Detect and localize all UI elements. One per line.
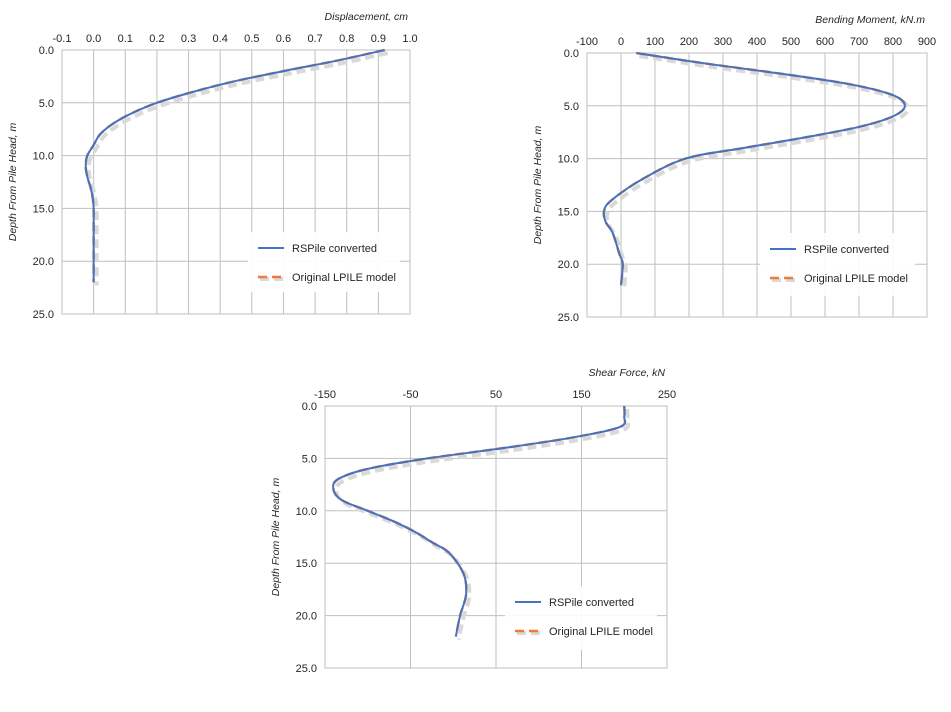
series-line-rspile bbox=[332, 405, 627, 637]
x-tick-label: 0 bbox=[618, 36, 624, 48]
legend: RSPile converted Original LPILE model bbox=[248, 232, 400, 292]
legend-label: Original LPILE model bbox=[549, 626, 653, 638]
y-tick-label: 5.0 bbox=[39, 98, 54, 110]
plot-frame bbox=[61, 49, 411, 315]
shear-chart: -150 -50 50 150 250 0.0 5.0 10.0 15.0 20.0 25.0 She… bbox=[270, 367, 676, 675]
y-tick-label: 20.0 bbox=[33, 256, 54, 268]
legend-label: Original LPILE model bbox=[292, 272, 396, 284]
y-tick-label: 25.0 bbox=[33, 309, 54, 321]
y-tick-label: 20.0 bbox=[296, 611, 317, 623]
moment-chart: -100 0 100 200 300 400 500 600 700 800 900 0.0 5.0 10… bbox=[532, 14, 936, 324]
x-tick-label: 0.8 bbox=[339, 33, 354, 45]
y-tick-label: 0.0 bbox=[302, 401, 317, 413]
x-tick-label: 400 bbox=[748, 36, 766, 48]
x-tick-label: 0.6 bbox=[276, 33, 291, 45]
series-shadow bbox=[604, 54, 910, 289]
series-line-rspile bbox=[602, 52, 906, 286]
y-tick-label: 10.0 bbox=[558, 154, 579, 166]
x-tick-label: 0.3 bbox=[181, 33, 196, 45]
x-tick-label: 600 bbox=[816, 36, 834, 48]
x-tick-label: 300 bbox=[714, 36, 732, 48]
x-tick-label: 800 bbox=[884, 36, 902, 48]
x-axis-title: Bending Moment, kN.m bbox=[815, 14, 925, 26]
y-tick-label: 15.0 bbox=[558, 206, 579, 218]
y-tick-label: 10.0 bbox=[33, 151, 54, 163]
x-tick-label: -100 bbox=[576, 36, 598, 48]
y-tick-label: 15.0 bbox=[33, 203, 54, 215]
x-tick-label: 900 bbox=[918, 36, 936, 48]
x-tick-label: 1.0 bbox=[402, 33, 417, 45]
y-tick-label: 20.0 bbox=[558, 259, 579, 271]
legend: RSPile converted Original LPILE model bbox=[760, 233, 915, 296]
y-axis-title: Depth From Pile Head, m bbox=[7, 123, 19, 242]
x-tick-label: 50 bbox=[490, 389, 502, 401]
x-axis-title: Displacement, cm bbox=[325, 11, 409, 23]
y-tick-label: 25.0 bbox=[558, 312, 579, 324]
y-tick-label: 25.0 bbox=[296, 663, 317, 675]
x-tick-label: 0.2 bbox=[149, 33, 164, 45]
x-tick-label: 0.9 bbox=[371, 33, 386, 45]
series-line-rspile bbox=[84, 49, 385, 283]
legend-label: RSPile converted bbox=[804, 244, 889, 256]
legend: RSPile converted Original LPILE model bbox=[505, 586, 657, 650]
legend-label: RSPile converted bbox=[549, 597, 634, 609]
x-tick-label: 200 bbox=[680, 36, 698, 48]
legend-label: RSPile converted bbox=[292, 243, 377, 255]
plot-frame bbox=[324, 405, 668, 669]
y-tick-label: 0.0 bbox=[564, 48, 579, 60]
x-tick-label: -0.1 bbox=[53, 33, 72, 45]
x-tick-label: 0.0 bbox=[86, 33, 101, 45]
x-tick-label: 500 bbox=[782, 36, 800, 48]
x-tick-label: 0.1 bbox=[118, 33, 133, 45]
x-axis-title: Shear Force, kN bbox=[589, 367, 666, 379]
x-tick-label: 250 bbox=[658, 389, 676, 401]
y-tick-label: 0.0 bbox=[39, 45, 54, 57]
displacement-chart: -0.1 0.0 0.1 0.2 0.3 0.4 0.5 0.6 0.7 0.8 0.9 1.00.0… bbox=[7, 11, 418, 321]
x-tick-label: 0.4 bbox=[213, 33, 228, 45]
series-shadow bbox=[334, 408, 631, 640]
x-tick-label: 700 bbox=[850, 36, 868, 48]
legend-box bbox=[760, 233, 915, 296]
x-tick-label: 100 bbox=[646, 36, 664, 48]
x-tick-label: -150 bbox=[314, 389, 336, 401]
y-axis-title: Depth From Pile Head, m bbox=[270, 478, 282, 597]
y-axis-title: Depth From Pile Head, m bbox=[532, 126, 544, 245]
x-tick-label: 150 bbox=[572, 389, 590, 401]
y-tick-label: 5.0 bbox=[302, 453, 317, 465]
y-tick-label: 5.0 bbox=[564, 101, 579, 113]
y-tick-label: 10.0 bbox=[296, 506, 317, 518]
legend-box bbox=[248, 232, 400, 292]
legend-label: Original LPILE model bbox=[804, 273, 908, 285]
plot-frame bbox=[586, 52, 928, 318]
y-tick-label: 15.0 bbox=[296, 558, 317, 570]
x-tick-label: -50 bbox=[403, 389, 419, 401]
x-tick-label: 0.5 bbox=[244, 33, 259, 45]
series-shadow bbox=[86, 51, 389, 286]
x-tick-label: 0.7 bbox=[307, 33, 322, 45]
legend-box bbox=[505, 586, 657, 650]
